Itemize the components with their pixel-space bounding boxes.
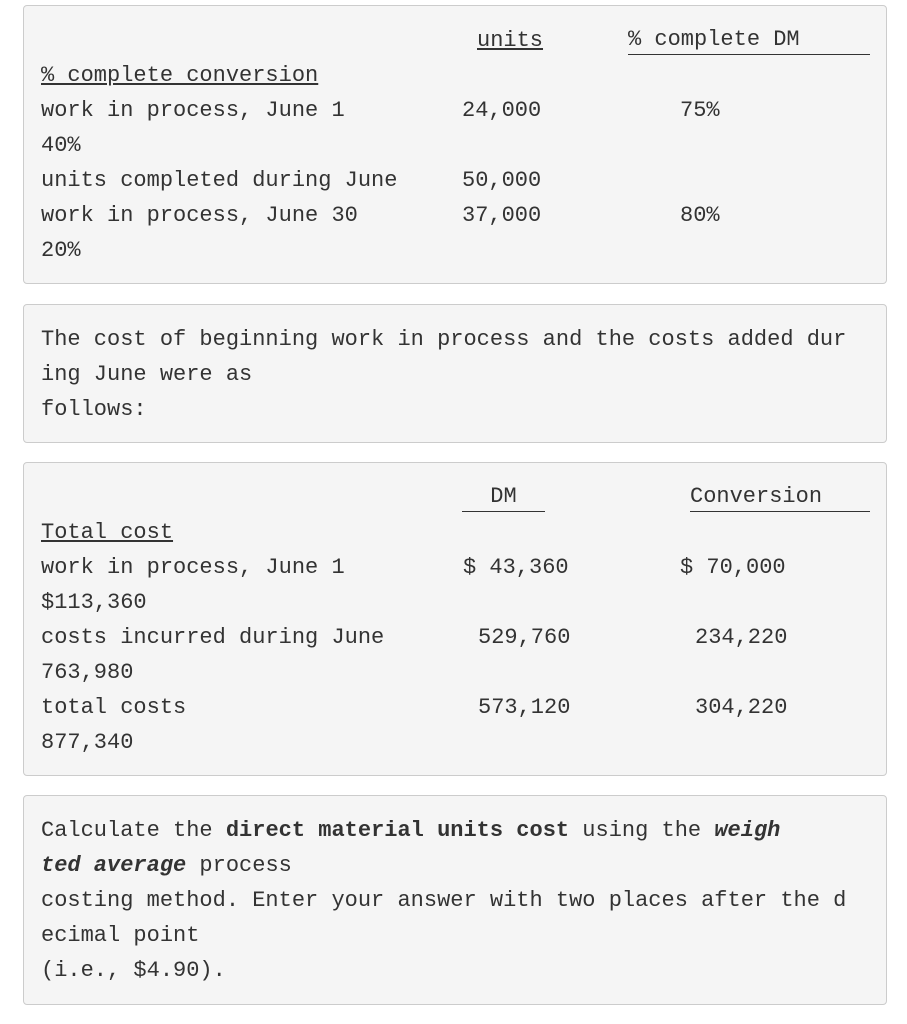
header: DM [462,485,545,512]
header: % complete DM [628,28,870,55]
cost-box [23,462,887,776]
text-segment: (i.e., $4.90). [41,958,226,983]
units-box [23,5,887,284]
note-box [23,304,887,443]
conversion-cost: $ 70,000 [680,555,786,580]
dm-cost: 529,760 [478,625,571,650]
row-label: total costs [41,695,187,720]
units: 24,000 [462,98,542,123]
dm-cost: $ 43,360 [463,555,569,580]
note-line: ing June were as [41,362,253,387]
conversion-percent: 20% [41,238,81,263]
text-segment: weigh [714,818,781,843]
units: 50,000 [462,168,542,193]
question-line: ecimal point [41,923,199,949]
header: units [477,28,544,53]
text-segment: process [186,853,292,878]
section-title: Total cost [41,520,174,545]
row-label: costs incurred during June [41,625,385,650]
text-segment: costing method. Enter your answer with t… [41,888,847,913]
units: 37,000 [462,203,542,228]
question-line: costing method. Enter your answer with t… [41,888,846,914]
header: Conversion [690,485,870,512]
text-segment: direct material units cost [225,818,570,843]
note-line: The cost of beginning work in process an… [41,327,847,352]
conversion-percent: 40% [41,133,81,158]
section-title: % complete conversion [41,63,319,88]
row-label: work in process, June 1 [41,555,345,580]
dm-percent: 80% [680,203,720,228]
text-segment: Calculate the [41,818,226,843]
text-segment: ecimal point [41,923,200,948]
conversion-cost: 304,220 [695,695,788,720]
question-line: (i.e., $4.90). [41,958,226,984]
question-line: ted average process [41,853,292,879]
dm-percent: 75% [680,98,720,123]
question-box [23,795,887,1005]
text-segment: ted average [41,853,187,878]
dm-cost: 573,120 [478,695,571,720]
total-cost: 763,980 [41,660,134,685]
row-label: units completed during June [41,168,398,193]
question-line: Calculate the direct material units cost… [41,818,780,844]
row-label: work in process, June 30 [41,203,358,228]
conversion-cost: 234,220 [695,625,788,650]
total-cost: 877,340 [41,730,134,755]
note-line: follows: [41,397,147,422]
text-segment: using the [569,818,715,843]
row-label: work in process, June 1 [41,98,345,123]
total-cost: $113,360 [41,590,147,615]
